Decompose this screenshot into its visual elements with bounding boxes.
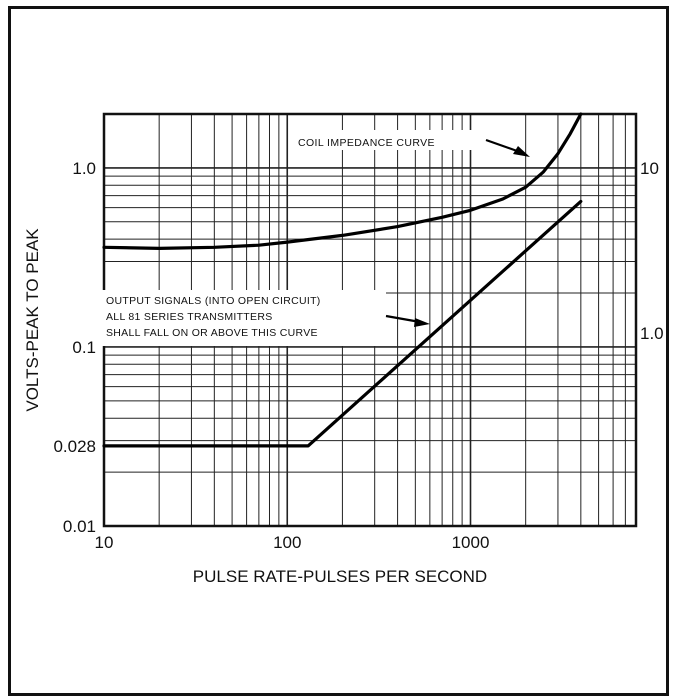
y-axis-label: VOLTS-PEAK TO PEAK xyxy=(23,228,42,412)
annotation-coil-impedance: COIL IMPEDANCE CURVE xyxy=(298,137,435,149)
x-tick-label: 100 xyxy=(273,533,301,552)
y-tick-label: 1.0 xyxy=(72,159,96,178)
annotation-output-signals-line: ALL 81 SERIES TRANSMITTERS xyxy=(106,311,273,323)
arrow-head-icon xyxy=(513,146,530,157)
y-tick-label: 0.1 xyxy=(72,338,96,357)
right-axis-tick-label: 1.0 xyxy=(640,324,664,343)
x-tick-label: 10 xyxy=(95,533,114,552)
series-line-2 xyxy=(102,199,583,448)
tick-labels: 10 100 1000 0.01 0.028 0.1 1.0 1.0 10 xyxy=(53,159,663,552)
arrow-head-icon xyxy=(414,318,430,327)
series-group xyxy=(102,112,583,448)
x-axis-label: PULSE RATE-PULSES PER SECOND xyxy=(193,567,487,586)
annotation-output-signals-line: OUTPUT SIGNALS (INTO OPEN CIRCUIT) xyxy=(106,295,321,307)
annotation-background xyxy=(294,130,484,150)
annotation-background xyxy=(102,290,386,346)
x-tick-label: 1000 xyxy=(452,533,490,552)
y-tick-label: 0.028 xyxy=(53,437,96,456)
right-axis-tick-label: 10 xyxy=(640,159,659,178)
figure-frame xyxy=(8,6,669,696)
annotations-group: COIL IMPEDANCE CURVE OUTPUT SIGNALS (INTO… xyxy=(102,130,530,346)
annotation-arrow-output xyxy=(385,314,421,324)
series-line-1 xyxy=(102,112,583,250)
y-tick-label: 0.01 xyxy=(63,517,96,536)
annotation-arrow-coil xyxy=(485,138,521,154)
annotation-output-signals-line: SHALL FALL ON OR ABOVE THIS CURVE xyxy=(106,327,318,339)
